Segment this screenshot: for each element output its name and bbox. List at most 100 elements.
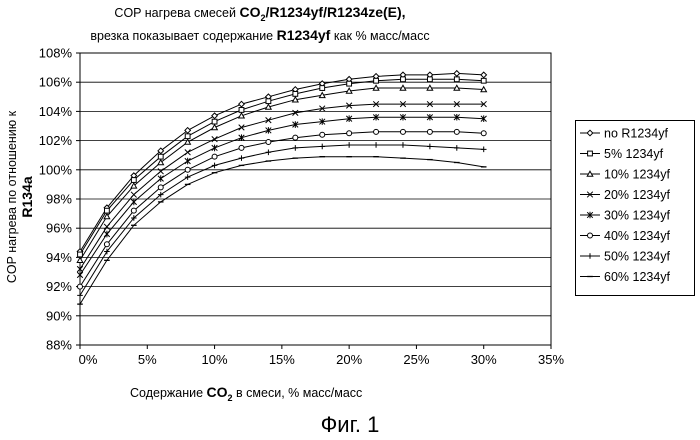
series-4	[77, 101, 486, 272]
data-point	[105, 208, 110, 213]
x-axis-label: Содержание CO2 в смеси, % масс/масс	[130, 384, 362, 403]
data-point	[77, 293, 83, 299]
data-point	[481, 72, 487, 78]
data-point	[77, 272, 83, 279]
data-point	[185, 174, 191, 180]
legend-label: 5% 1234yf	[604, 147, 664, 161]
data-point	[427, 144, 433, 150]
series-line	[80, 73, 484, 251]
data-point	[185, 139, 191, 144]
y-tick-label: 100%	[39, 162, 73, 177]
legend-label: 20% 1234yf	[604, 188, 671, 202]
data-point	[212, 136, 218, 142]
data-point	[77, 258, 83, 263]
data-point	[266, 104, 272, 109]
data-point	[78, 252, 83, 257]
data-point	[293, 91, 298, 96]
data-point	[158, 154, 163, 159]
x-tick-label: 35%	[538, 352, 564, 367]
y-tick-label: 102%	[39, 133, 73, 148]
data-point	[131, 192, 137, 198]
data-point	[158, 175, 164, 182]
data-point	[481, 78, 486, 83]
data-point	[427, 77, 432, 82]
y-tick-label: 108%	[39, 46, 73, 61]
x-axis-label-suffix: в смеси, % масс/масс	[236, 386, 362, 400]
x-tick-label: 0%	[79, 352, 98, 367]
data-point	[454, 145, 460, 151]
legend-marker	[588, 233, 593, 238]
x-tick-label: 10%	[202, 352, 228, 367]
legend-marker	[587, 171, 593, 176]
data-point	[400, 85, 406, 90]
data-point	[131, 199, 137, 206]
y-tick-label: 88%	[46, 338, 72, 353]
data-point	[239, 145, 244, 150]
legend-item: 60% 1234yf	[580, 270, 671, 284]
y-tick-label: 96%	[46, 221, 72, 236]
data-point	[481, 87, 487, 92]
data-point	[104, 242, 109, 247]
data-point	[78, 284, 83, 289]
data-point	[185, 134, 190, 139]
y-tick-label: 104%	[39, 104, 73, 119]
data-point	[347, 81, 352, 86]
data-point	[104, 231, 110, 238]
data-point	[400, 129, 405, 134]
data-point	[319, 144, 325, 150]
data-point	[212, 145, 218, 152]
data-point	[239, 101, 245, 107]
legend-item: 5% 1234yf	[580, 147, 664, 161]
data-point	[481, 147, 487, 153]
series-line	[80, 157, 484, 304]
data-point	[131, 178, 136, 183]
y-tick-label: 94%	[46, 250, 72, 265]
y-tick-label: 106%	[39, 75, 73, 90]
x-axis-label-prefix: Содержание	[130, 386, 203, 400]
x-axis-label-formula: CO	[207, 384, 228, 400]
x-tick-label: 20%	[336, 352, 362, 367]
x-tick-label: 25%	[403, 352, 429, 367]
data-point	[374, 78, 379, 83]
data-point	[347, 131, 352, 136]
data-point	[427, 85, 433, 90]
series-line	[80, 104, 484, 269]
data-point	[454, 129, 459, 134]
figure-caption: Фиг. 1	[0, 412, 700, 438]
legend-label: 30% 1234yf	[604, 209, 671, 223]
data-point	[212, 113, 218, 119]
legend-item: 50% 1234yf	[580, 250, 671, 264]
data-point	[454, 85, 460, 90]
data-point	[158, 168, 164, 174]
legend-item: no R1234yf	[580, 127, 668, 141]
legend-item: 10% 1234yf	[580, 168, 671, 182]
data-point	[454, 71, 460, 77]
data-point	[239, 108, 244, 113]
legend: no R1234yf 5% 1234yf 10% 1234yf 20% 1234yf 3…	[575, 120, 695, 296]
data-point	[185, 167, 190, 172]
data-point	[401, 77, 406, 82]
legend-label: 10% 1234yf	[604, 168, 671, 182]
x-tick-label: 30%	[471, 352, 497, 367]
data-point	[212, 119, 217, 124]
legend-item: 40% 1234yf	[580, 229, 671, 243]
data-point	[320, 86, 325, 91]
data-point	[319, 93, 325, 98]
x-tick-label: 5%	[138, 352, 157, 367]
series-6	[78, 129, 487, 289]
series-1	[77, 71, 486, 255]
legend-label: 50% 1234yf	[604, 250, 671, 264]
series-line	[80, 132, 484, 287]
data-point	[293, 97, 299, 102]
data-point	[400, 142, 406, 148]
data-point	[293, 145, 299, 151]
legend-item: 20% 1234yf	[580, 188, 671, 202]
y-tick-label: 90%	[46, 308, 72, 323]
legend-label: no R1234yf	[604, 127, 668, 141]
data-point	[427, 129, 432, 134]
data-point	[320, 132, 325, 137]
data-point	[212, 163, 218, 169]
x-tick-label: 15%	[269, 352, 295, 367]
data-point	[158, 185, 163, 190]
series-5	[77, 114, 486, 278]
